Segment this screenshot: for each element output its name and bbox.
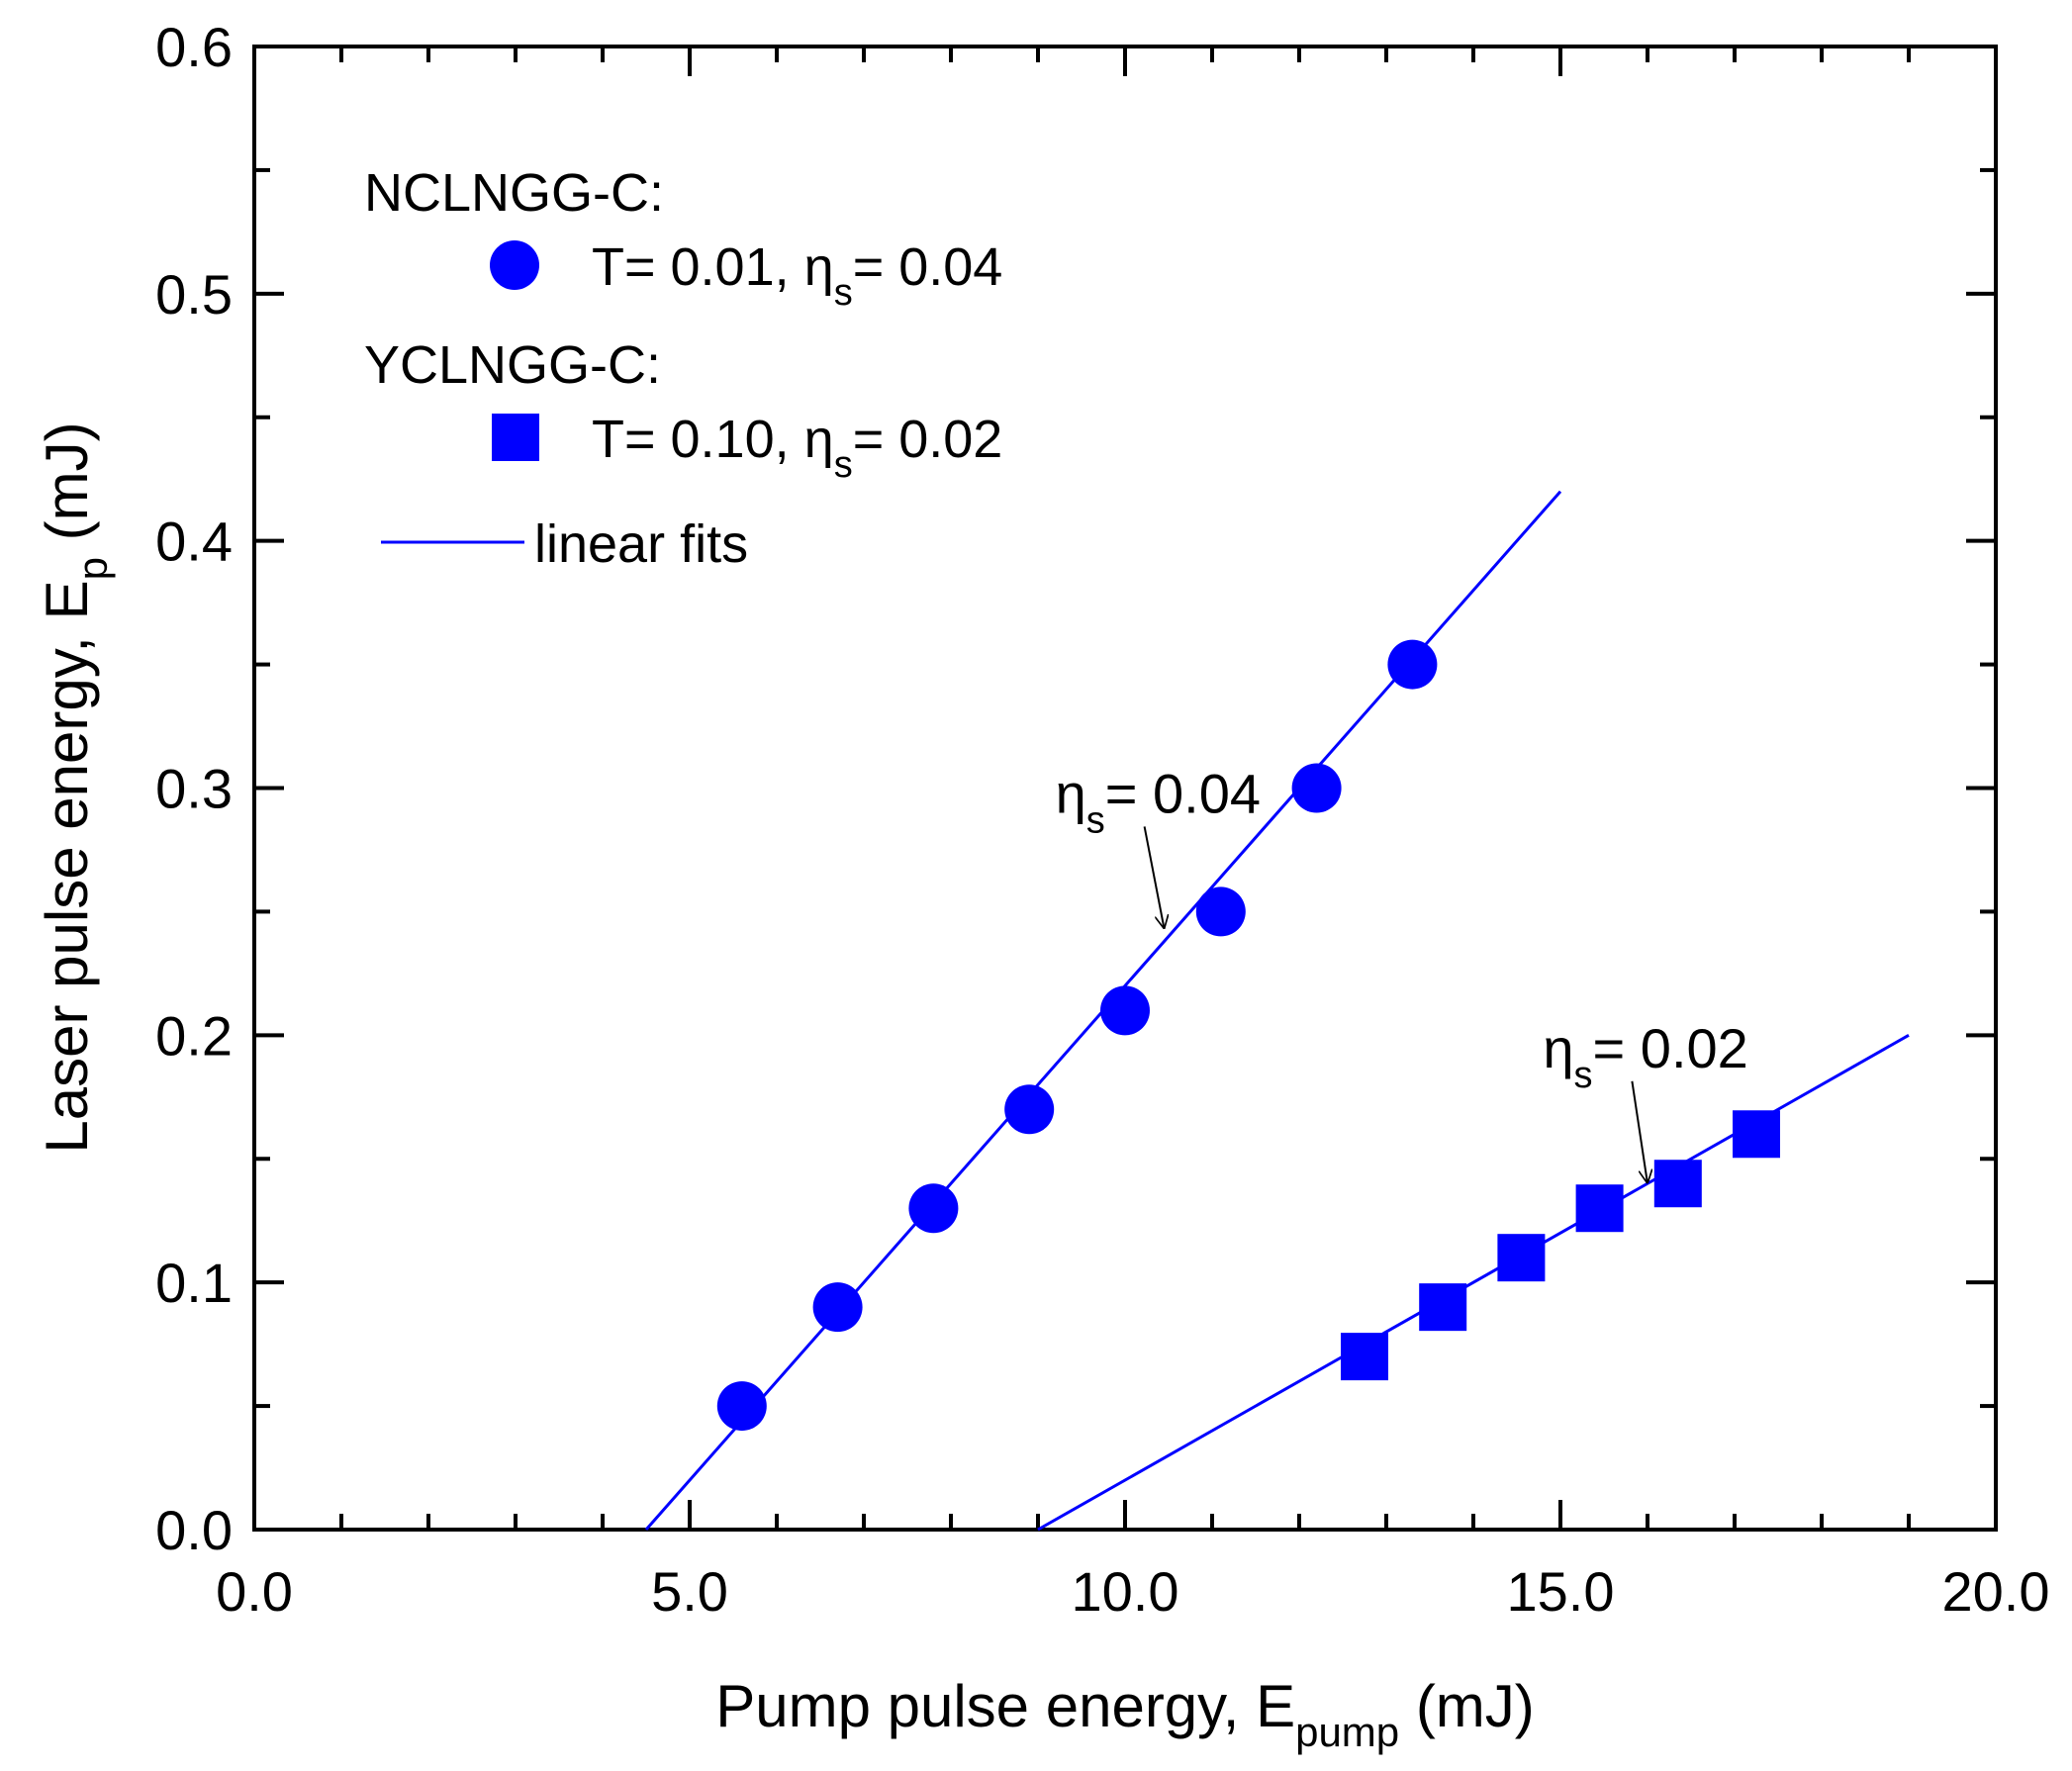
y-tick-label: 0.0 <box>155 1499 233 1561</box>
y-tick-label: 0.1 <box>155 1252 233 1314</box>
annotations: ηs= 0.04 ηs= 0.02 <box>1056 762 1748 1183</box>
data-point-square <box>1419 1283 1467 1332</box>
legend-entry-text: T= 0.01, ηs= 0.04 <box>592 237 1002 314</box>
y-tick-label: 0.4 <box>155 511 233 573</box>
data-point-square <box>1497 1234 1546 1282</box>
legend-group-label: YCLNGG-C: <box>364 335 661 395</box>
slope-annotation: ηs= 0.04 <box>1056 762 1261 841</box>
data-point-circle <box>716 1381 767 1432</box>
legend-group-label: NCLNGG-C: <box>364 163 664 223</box>
data-point-square <box>1341 1333 1388 1381</box>
data-point-square <box>1653 1160 1702 1208</box>
legend-entry-text: T= 0.10, ηs= 0.02 <box>592 410 1002 486</box>
data-point-circle <box>1195 886 1246 937</box>
x-tick-label: 15.0 <box>1507 1560 1615 1623</box>
slope-annotation: ηs= 0.02 <box>1543 1017 1747 1096</box>
legend-fit-label: linear fits <box>534 514 748 574</box>
x-tick-label: 5.0 <box>651 1560 728 1623</box>
y-tick-label: 0.3 <box>155 758 233 820</box>
x-axis-label: Pump pulse energy, Epump (mJ) <box>715 1673 1535 1755</box>
y-tick-label: 0.6 <box>155 16 233 78</box>
data-point-circle <box>1004 1084 1055 1135</box>
fit-lines <box>644 490 1910 1532</box>
legend: NCLNGG-C: T= 0.01, ηs= 0.04 YCLNGG-C: T= 0.… <box>364 163 1002 574</box>
data-point-square <box>1575 1184 1624 1233</box>
data-point-circle <box>812 1282 863 1333</box>
data-points <box>716 639 1780 1432</box>
data-point-square <box>1733 1110 1780 1159</box>
fit-line <box>1037 1034 1910 1532</box>
legend-circle-marker <box>490 240 539 290</box>
y-tick-label: 0.5 <box>155 263 233 326</box>
axis-tick-labels: 0.0 5.0 10.0 15.0 20.0 0.0 0.1 0.2 0.3 0.4 0.5 0.6 <box>155 16 2049 1623</box>
x-tick-label: 10.0 <box>1072 1560 1179 1623</box>
data-point-circle <box>908 1183 959 1234</box>
y-tick-label: 0.2 <box>155 1004 233 1067</box>
annotation-arrow <box>1631 1080 1648 1183</box>
x-tick-label: 0.0 <box>216 1560 293 1623</box>
data-point-circle <box>1100 985 1150 1036</box>
data-point-circle <box>1291 763 1342 813</box>
legend-square-marker <box>492 414 539 461</box>
x-tick-label: 20.0 <box>1942 1560 2050 1623</box>
y-axis-label: Laser pulse energy, Ep (mJ) <box>34 421 116 1153</box>
axis-ticks <box>252 45 1998 1532</box>
data-point-circle <box>1387 639 1438 690</box>
annotation-arrow <box>1143 826 1165 928</box>
